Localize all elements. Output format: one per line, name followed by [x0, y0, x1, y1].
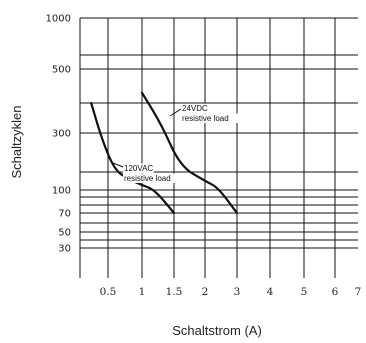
y-axis-label: Schaltzyklen	[9, 106, 24, 179]
x-tick-label: 7	[355, 286, 362, 298]
curve-layer	[90, 91, 239, 215]
y-tick-label: 70	[58, 209, 71, 220]
y-tick-label: 1000	[46, 14, 71, 25]
y-tick-label: 300	[52, 129, 71, 140]
annotation-bg	[123, 173, 191, 183]
x-tick-label: 2	[202, 286, 209, 298]
series-annotation-1: 120VAC	[124, 164, 153, 173]
x-tick-label: 1.5	[166, 286, 183, 298]
y-tick-label: 30	[58, 244, 71, 255]
series-line-2	[140, 91, 239, 215]
series-line-1	[90, 101, 176, 215]
annotation-bg	[123, 163, 154, 173]
x-tick-label: 0.5	[100, 286, 117, 298]
y-tick-label: 50	[58, 228, 71, 239]
annotation-bg	[181, 113, 249, 123]
x-axis-label: Schaltstrom (A)	[172, 323, 262, 338]
series-annotation-2: 24VDC	[182, 104, 208, 113]
series-annotation-1: resistive load	[124, 174, 171, 183]
x-tick-label: 6	[332, 286, 339, 298]
annotation-pointer	[169, 108, 182, 117]
y-tick-label: 500	[52, 65, 71, 76]
grid-layer	[79, 17, 358, 278]
x-tick-label: 3	[234, 286, 241, 298]
x-tick-label: 5	[301, 286, 308, 298]
y-tick-label: 100	[52, 186, 71, 197]
x-tick-label: 4	[267, 286, 274, 298]
annotation-pointer	[112, 162, 124, 168]
x-tick-label: 1	[139, 286, 146, 298]
annotation-bg	[181, 103, 207, 113]
series-annotation-2: resistive load	[182, 114, 229, 123]
